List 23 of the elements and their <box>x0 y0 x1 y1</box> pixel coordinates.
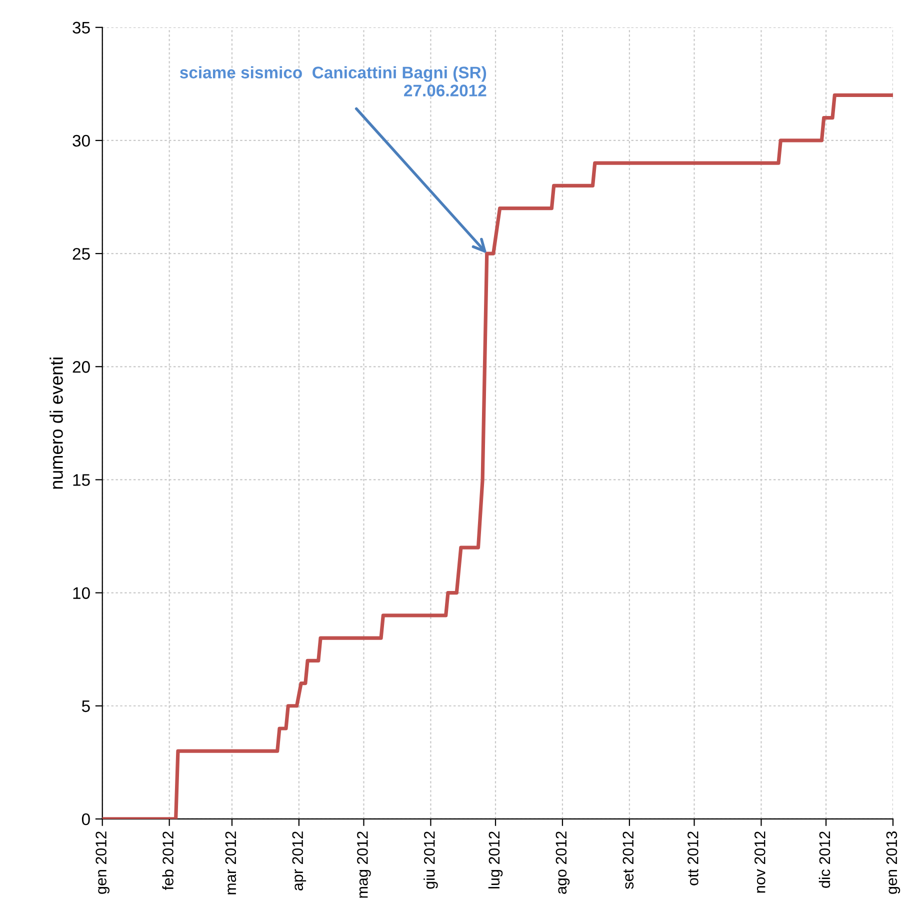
y-axis-title: numero di eventi <box>50 358 63 489</box>
x-tick-label: ott 2012 <box>688 832 698 886</box>
x-tick-label: gen 2013 <box>886 831 900 894</box>
y-tick-label: 15 <box>73 474 90 486</box>
x-tick-label: feb 2012 <box>162 832 174 890</box>
x-tick-label: giu 2012 <box>424 832 438 889</box>
y-tick-label: 5 <box>82 700 90 712</box>
annotation: sciame sismico Canicattini Bagni (SR) 27.06.2012 <box>180 66 486 96</box>
x-tick-label: set 2012 <box>622 832 634 889</box>
x-tick-label: nov 2012 <box>754 832 766 893</box>
y-tick-label: 25 <box>72 248 90 260</box>
y-tick-label: 0 <box>82 813 90 826</box>
x-tick-label: mag 2012 <box>357 832 371 898</box>
y-tick-label: 30 <box>72 134 90 147</box>
x-tick-label: dic 2012 <box>818 832 830 888</box>
y-tick-label: 10 <box>73 587 90 599</box>
x-tick-label: mar 2012 <box>225 832 236 894</box>
x-tick-label: lug 2012 <box>488 832 503 888</box>
y-tick-label: 35 <box>72 22 90 34</box>
x-tick-label: gen 2012 <box>96 832 110 894</box>
x-tick-label: ago 2012 <box>556 832 570 894</box>
y-tick-label: 20 <box>72 361 90 373</box>
x-tick-label: apr 2012 <box>292 832 306 890</box>
